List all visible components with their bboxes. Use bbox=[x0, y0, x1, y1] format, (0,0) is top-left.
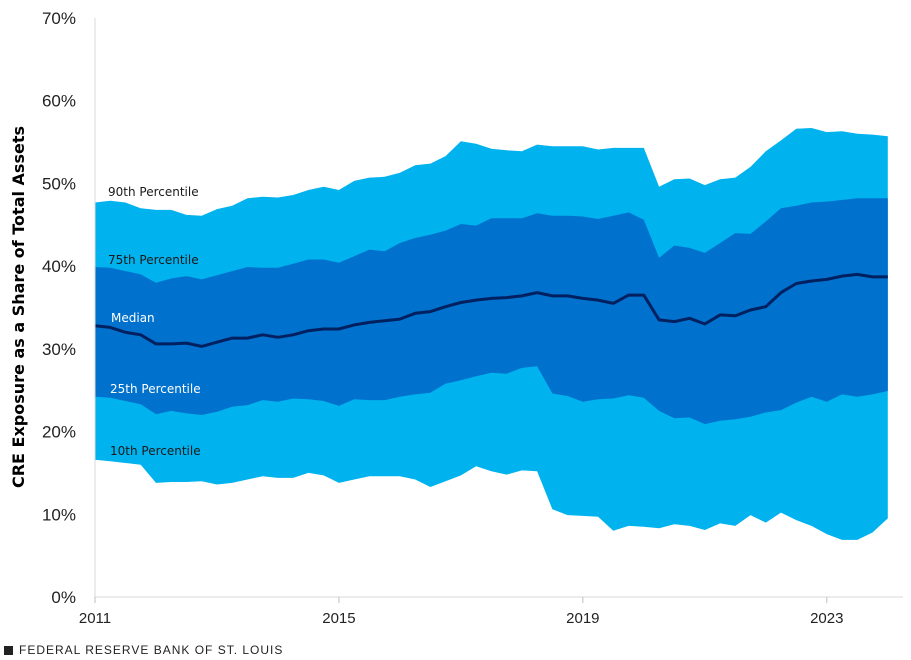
y-axis-title: CRE Exposure as a Share of Total Assets bbox=[9, 126, 28, 488]
x-axis-ticks: 2011 2015 2019 2023 bbox=[79, 597, 843, 627]
x-tick-label: 2011 bbox=[79, 610, 111, 627]
y-tick-label: 60% bbox=[42, 92, 76, 111]
label-25th-percentile: 25th Percentile bbox=[110, 382, 201, 396]
x-tick-label: 2023 bbox=[810, 610, 843, 627]
chart-axes bbox=[94, 18, 903, 598]
x-tick-label: 2019 bbox=[566, 610, 599, 627]
y-tick-label: 30% bbox=[42, 340, 76, 359]
y-tick-label: 50% bbox=[42, 174, 76, 193]
label-75th-percentile: 75th Percentile bbox=[108, 253, 199, 267]
band-25th-to-75th-percentile bbox=[95, 198, 888, 425]
y-tick-label: 20% bbox=[42, 423, 76, 442]
footer: FEDERAL RESERVE BANK OF ST. LOUIS bbox=[4, 643, 283, 657]
label-90th-percentile: 90th Percentile bbox=[108, 185, 199, 199]
median-line bbox=[94, 272, 888, 348]
footer-text: FEDERAL RESERVE BANK OF ST. LOUIS bbox=[19, 643, 284, 657]
y-tick-label: 10% bbox=[42, 505, 76, 524]
chart-bands bbox=[94, 128, 888, 540]
band-labels: 90th Percentile 75th Percentile Median 2… bbox=[108, 185, 201, 458]
footer-square-icon bbox=[4, 645, 13, 655]
y-tick-label: 0% bbox=[51, 588, 76, 607]
label-10th-percentile: 10th Percentile bbox=[110, 444, 201, 458]
y-tick-label: 40% bbox=[42, 257, 76, 276]
y-axis-ticks: 0% 10% 20% 30% 40% 50% 60% 70% bbox=[42, 9, 76, 607]
y-tick-label: 70% bbox=[42, 9, 76, 28]
x-tick-label: 2015 bbox=[322, 610, 355, 627]
label-median: Median bbox=[111, 311, 155, 325]
